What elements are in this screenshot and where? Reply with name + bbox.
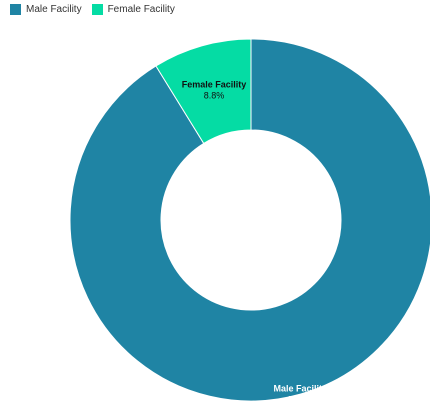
slice-label-value-female: 8.8% (204, 91, 225, 101)
legend-label-female: Female Facility (107, 4, 175, 15)
slice-label-male: Male Facility 91.2% (274, 384, 328, 401)
slice-label-name-female: Female Facility (182, 80, 247, 90)
legend-swatch-male (10, 4, 21, 15)
slice-label-female: Female Facility 8.8% (182, 80, 247, 101)
slice-label-value-male: 91.2% (288, 395, 314, 401)
slice-label-name-male: Male Facility (274, 384, 328, 394)
legend-item-female[interactable]: Female Facility (91, 4, 175, 15)
legend-label-male: Male Facility (26, 4, 82, 15)
slice-male[interactable] (69, 38, 430, 401)
legend-swatch-female (91, 4, 103, 15)
chart-legend: Male Facility Female Facility (10, 4, 185, 15)
slice-female[interactable] (155, 38, 252, 145)
legend-item-male[interactable]: Male Facility (10, 4, 82, 15)
